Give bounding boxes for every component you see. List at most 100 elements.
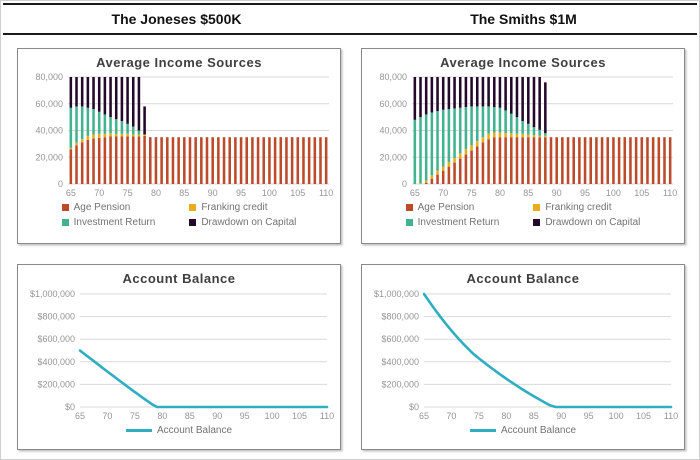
legend-item: Drawdown on Capital — [533, 217, 640, 228]
chart-panel-smiths-income: Average Income Sources 0 20,000 40,000 60,0… — [361, 48, 685, 244]
svg-text:75: 75 — [467, 188, 477, 198]
svg-text:70: 70 — [446, 411, 456, 421]
svg-text:40,000: 40,000 — [35, 126, 63, 136]
svg-text:95: 95 — [240, 411, 250, 421]
legend-line-swatch-icon — [125, 429, 152, 432]
svg-text:95: 95 — [580, 188, 590, 198]
legend-swatch-icon — [189, 204, 197, 211]
svg-text:95: 95 — [236, 188, 246, 198]
legend-swatch-icon — [533, 204, 541, 211]
legend-item: Age Pension — [61, 202, 156, 213]
svg-text:75: 75 — [130, 411, 140, 421]
chart-title: Average Income Sources — [440, 55, 606, 70]
svg-text:60,000: 60,000 — [35, 99, 63, 109]
legend-swatch-icon — [61, 204, 69, 211]
svg-text:90: 90 — [208, 188, 218, 198]
balance-chart-joneses: $0 $200,000 $400,000 $600,000 $800,000 $1,000… — [30, 289, 334, 421]
svg-text:105: 105 — [292, 411, 307, 421]
legend-label: Franking credit — [201, 202, 268, 213]
chart-panel-joneses-balance: Account Balance $0 $200,000 $400,000 $600,0… — [17, 264, 341, 450]
legend-label: Account Balance — [500, 425, 577, 436]
chart-panel-smiths-balance: Account Balance $0 $200,000 $400,000 $600,0… — [361, 264, 685, 450]
svg-text:$200,000: $200,000 — [37, 379, 75, 389]
legend-swatch-icon — [533, 219, 541, 226]
legend-swatch-icon — [189, 219, 197, 226]
svg-text:100: 100 — [606, 188, 621, 198]
legend-item: Drawdown on Capital — [189, 217, 296, 228]
legend-swatch-icon — [405, 219, 413, 226]
svg-text:70: 70 — [102, 411, 112, 421]
legend-item: Investment Return — [405, 217, 500, 228]
legend-item: Account Balance — [469, 425, 577, 436]
chart-panel-joneses-income: Average Income Sources 0 20,000 40,000 60,0… — [17, 48, 341, 244]
svg-text:65: 65 — [75, 411, 85, 421]
svg-text:70: 70 — [438, 188, 448, 198]
svg-text:80: 80 — [151, 188, 161, 198]
svg-text:80: 80 — [495, 188, 505, 198]
legend-swatch-icon — [405, 204, 413, 211]
legend-item: Franking credit — [533, 202, 640, 213]
svg-text:90: 90 — [212, 411, 222, 421]
svg-text:$800,000: $800,000 — [381, 312, 419, 322]
svg-text:60,000: 60,000 — [379, 99, 407, 109]
svg-text:65: 65 — [66, 188, 76, 198]
chart-title: Account Balance — [466, 271, 580, 286]
income-chart-smiths: 0 20,000 40,000 60,000 80,000 65 70 75 80 85 90 95 1… — [379, 72, 677, 198]
income-legend: Age Pension Franking credit Investment Ret… — [61, 202, 296, 228]
svg-text:105: 105 — [634, 188, 649, 198]
income-legend: Age Pension Franking credit Investment Ret… — [405, 202, 640, 228]
svg-text:110: 110 — [664, 411, 678, 421]
svg-text:100: 100 — [609, 411, 624, 421]
svg-text:$0: $0 — [409, 402, 419, 412]
svg-text:$600,000: $600,000 — [381, 334, 419, 344]
svg-text:110: 110 — [320, 411, 334, 421]
chart-title: Average Income Sources — [96, 55, 262, 70]
left-scenario-title: The Joneses $500K — [111, 11, 242, 27]
svg-text:$800,000: $800,000 — [37, 312, 75, 322]
legend-label: Investment Return — [417, 217, 500, 228]
legend-label: Age Pension — [73, 202, 131, 213]
legend-item: Franking credit — [189, 202, 296, 213]
svg-text:105: 105 — [636, 411, 651, 421]
svg-text:$0: $0 — [65, 402, 75, 412]
svg-text:100: 100 — [265, 411, 280, 421]
svg-text:$400,000: $400,000 — [381, 357, 419, 367]
svg-text:40,000: 40,000 — [379, 126, 407, 136]
svg-text:0: 0 — [58, 179, 63, 189]
svg-text:$1,000,000: $1,000,000 — [30, 289, 75, 299]
svg-text:80,000: 80,000 — [379, 72, 407, 82]
svg-text:$400,000: $400,000 — [37, 357, 75, 367]
svg-text:$1,000,000: $1,000,000 — [374, 289, 419, 299]
svg-text:100: 100 — [262, 188, 277, 198]
svg-text:95: 95 — [584, 411, 594, 421]
balance-legend: Account Balance — [125, 425, 233, 436]
svg-text:85: 85 — [523, 188, 533, 198]
svg-text:65: 65 — [419, 411, 429, 421]
svg-text:90: 90 — [556, 411, 566, 421]
legend-label: Drawdown on Capital — [545, 217, 641, 228]
svg-text:110: 110 — [663, 188, 677, 198]
scenario-header: The Joneses $500K The Smiths $1M — [3, 3, 697, 35]
svg-text:70: 70 — [94, 188, 104, 198]
right-scenario-title: The Smiths $1M — [470, 11, 577, 27]
svg-text:90: 90 — [552, 188, 562, 198]
svg-text:75: 75 — [123, 188, 133, 198]
svg-text:20,000: 20,000 — [35, 152, 63, 162]
svg-text:20,000: 20,000 — [379, 152, 407, 162]
legend-line-swatch-icon — [469, 429, 496, 432]
svg-text:65: 65 — [410, 188, 420, 198]
svg-text:80: 80 — [157, 411, 167, 421]
charts-grid: Average Income Sources 0 20,000 40,000 60,0… — [1, 35, 699, 450]
legend-label: Account Balance — [156, 425, 233, 436]
income-chart-joneses: 0 20,000 40,000 60,000 80,000 65 70 75 80 85 90 95 1… — [35, 72, 333, 198]
legend-label: Drawdown on Capital — [201, 217, 297, 228]
legend-label: Investment Return — [73, 217, 156, 228]
svg-text:0: 0 — [402, 179, 407, 189]
legend-label: Age Pension — [417, 202, 475, 213]
svg-text:85: 85 — [529, 411, 539, 421]
balance-chart-smiths: $0 $200,000 $400,000 $600,000 $800,000 $1,000… — [374, 289, 678, 421]
svg-text:105: 105 — [290, 188, 305, 198]
legend-item: Account Balance — [125, 425, 233, 436]
svg-text:80,000: 80,000 — [35, 72, 63, 82]
